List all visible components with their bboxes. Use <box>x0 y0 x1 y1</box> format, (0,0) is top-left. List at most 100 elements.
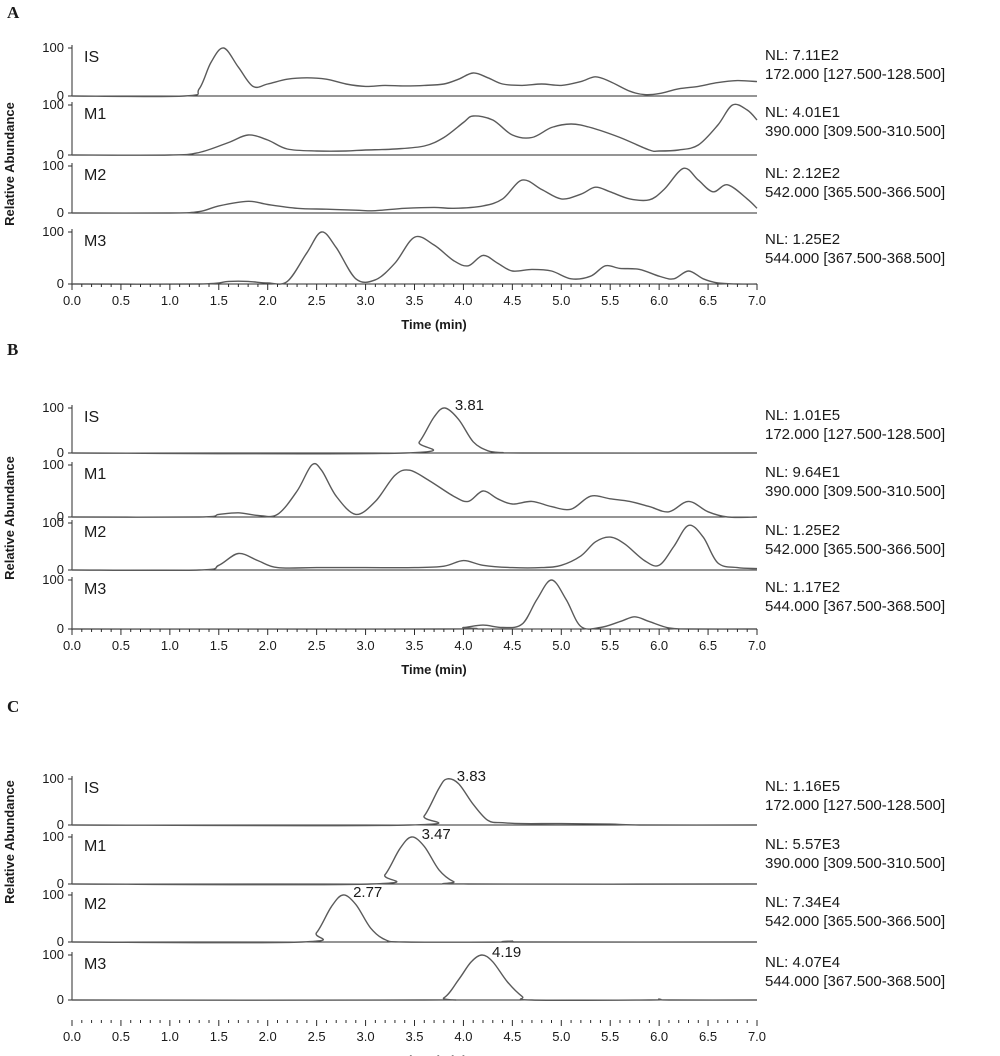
trace-name: M2 <box>84 896 106 913</box>
trace-m3: 100 0 M3 4.19 NL: 4.07E4 544.000 [367.500-368… <box>42 944 945 1007</box>
x-tick-label: 4.0 <box>454 638 472 653</box>
y-tick-label: 0 <box>57 276 64 291</box>
x-tick-label: 0.0 <box>63 1029 81 1044</box>
trace-line <box>71 894 758 944</box>
x-tick-label: 4.5 <box>503 1029 521 1044</box>
nl-value: NL: 1.01E5 <box>765 407 840 424</box>
trace-is: 100 0 IS NL: 7.11E2 172.000 [127.500-128.500… <box>42 40 945 103</box>
trace-name: M2 <box>84 524 106 541</box>
x-tick-label: 5.5 <box>601 293 619 308</box>
panel-letter: A <box>7 3 20 22</box>
trace-m3: 100 0 M3 NL: 1.17E2 544.000 [367.500-368.500… <box>42 572 945 636</box>
trace-name: M1 <box>84 838 106 855</box>
mass-range: 542.000 [365.500-366.500] <box>765 184 945 201</box>
mass-range: 544.000 [367.500-368.500] <box>765 973 945 990</box>
x-tick-label: 1.0 <box>161 1029 179 1044</box>
x-tick-label: 4.0 <box>454 293 472 308</box>
peak-label: 3.47 <box>422 826 451 843</box>
trace-name: M3 <box>84 956 106 973</box>
y-tick-label: 100 <box>42 947 64 962</box>
y-axis-title: Relative Abundance <box>2 102 17 226</box>
trace-line <box>71 836 758 886</box>
x-tick-label: 1.5 <box>210 1029 228 1044</box>
trace-m1: 100 0 M1 3.47 NL: 5.57E3 390.000 [309.500-310… <box>42 826 945 891</box>
trace-line <box>71 524 758 572</box>
x-axis-title: Time (min) <box>401 1053 467 1056</box>
x-tick-label: 1.5 <box>210 638 228 653</box>
trace-name: M3 <box>84 581 106 598</box>
trace-line <box>71 103 758 156</box>
trace-m1: 100 0 M1 NL: 4.01E1 390.000 [309.500-310.500… <box>42 97 945 162</box>
y-tick-label: 100 <box>42 829 64 844</box>
trace-m3: 100 0 M3 NL: 1.25E2 544.000 [367.500-368.500… <box>42 224 945 291</box>
x-tick-label: 3.5 <box>405 1029 423 1044</box>
trace-name: IS <box>84 49 99 66</box>
trace-line <box>71 462 758 519</box>
nl-value: NL: 5.57E3 <box>765 836 840 853</box>
x-tick-label: 6.5 <box>699 293 717 308</box>
x-axis-title: Time (min) <box>401 317 467 332</box>
x-tick-label: 5.0 <box>552 293 570 308</box>
y-tick-label: 0 <box>57 817 64 832</box>
trace-name: IS <box>84 409 99 426</box>
nl-value: NL: 1.25E2 <box>765 522 840 539</box>
nl-value: NL: 4.01E1 <box>765 104 840 121</box>
trace-name: IS <box>84 780 99 797</box>
x-tick-label: 0.5 <box>112 1029 130 1044</box>
trace-m2: 100 0 M2 2.77 NL: 7.34E4 542.000 [365.500-366… <box>42 884 945 949</box>
trace-m1: 100 0 M1 NL: 9.64E1 390.000 [309.500-310.500… <box>42 457 945 524</box>
trace-name: M2 <box>84 167 106 184</box>
x-tick-label: 5.5 <box>601 638 619 653</box>
x-tick-label: 7.0 <box>748 638 766 653</box>
x-tick-label: 3.0 <box>357 293 375 308</box>
y-tick-label: 100 <box>42 224 64 239</box>
y-tick-label: 100 <box>42 771 64 786</box>
x-tick-label: 7.0 <box>748 293 766 308</box>
x-tick-label: 6.0 <box>650 638 668 653</box>
trace-is: 100 0 IS 3.81 NL: 1.01E5 172.000 [127.500-128… <box>42 397 945 460</box>
x-tick-label: 0.5 <box>112 293 130 308</box>
y-tick-label: 0 <box>57 509 64 524</box>
x-axis: 0.0 0.5 1.0 1.5 2.0 2.5 3.0 3.5 4.0 4.5 5.0 5.5 6.0 6… <box>63 1020 766 1056</box>
mass-range: 542.000 [365.500-366.500] <box>765 541 945 558</box>
x-tick-label: 6.5 <box>699 638 717 653</box>
x-tick-label: 4.5 <box>503 638 521 653</box>
x-tick-label: 5.0 <box>552 1029 570 1044</box>
nl-value: NL: 2.12E2 <box>765 165 840 182</box>
y-axis-title: Relative Abundance <box>2 456 17 580</box>
peak-label: 3.83 <box>457 768 486 785</box>
y-tick-label: 0 <box>57 88 64 103</box>
x-tick-label: 3.0 <box>357 1029 375 1044</box>
mass-range: 172.000 [127.500-128.500] <box>765 66 945 83</box>
trace-line <box>71 231 758 285</box>
y-tick-label: 100 <box>42 457 64 472</box>
trace-name: M1 <box>84 106 106 123</box>
x-tick-label: 6.5 <box>699 1029 717 1044</box>
trace-line <box>71 167 758 214</box>
x-tick-label: 2.0 <box>259 293 277 308</box>
nl-value: NL: 7.34E4 <box>765 894 840 911</box>
trace-line <box>71 47 758 98</box>
trace-line <box>71 954 758 1001</box>
x-tick-label: 6.0 <box>650 293 668 308</box>
y-tick-label: 100 <box>42 515 64 530</box>
panel-letter: C <box>7 697 19 716</box>
trace-line <box>71 579 758 630</box>
x-tick-label: 2.5 <box>308 1029 326 1044</box>
x-tick-label: 4.0 <box>454 1029 472 1044</box>
y-tick-label: 100 <box>42 158 64 173</box>
mass-range: 390.000 [309.500-310.500] <box>765 483 945 500</box>
x-tick-label: 6.0 <box>650 1029 668 1044</box>
x-tick-label: 3.5 <box>405 293 423 308</box>
x-axis: 0.0 0.5 1.0 1.5 2.0 2.5 3.0 3.5 4.0 4.5 5.0 5.5 6.0 6… <box>63 284 766 332</box>
y-tick-label: 100 <box>42 572 64 587</box>
x-tick-label: 5.5 <box>601 1029 619 1044</box>
mass-range: 390.000 [309.500-310.500] <box>765 123 945 140</box>
x-tick-label: 0.5 <box>112 638 130 653</box>
x-tick-label: 2.0 <box>259 638 277 653</box>
y-tick-label: 100 <box>42 97 64 112</box>
